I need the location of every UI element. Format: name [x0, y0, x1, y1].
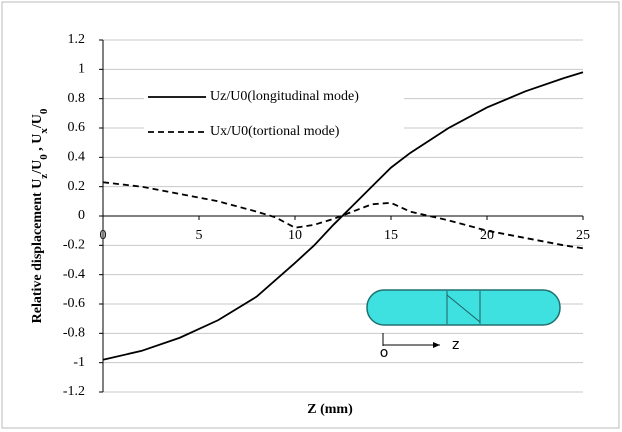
y-tick-label: 0.6	[68, 120, 86, 135]
y-tick-label: 0.8	[68, 91, 86, 106]
y-tick-label: 1.2	[68, 32, 86, 47]
x-axis-label: Z (mm)	[307, 402, 353, 417]
inset-axis-label: z	[452, 337, 459, 353]
y-tick-label: 0.2	[68, 179, 86, 194]
x-tick-label: 25	[576, 228, 590, 243]
x-tick-label: 0	[100, 228, 107, 243]
inset-capsule	[367, 290, 560, 325]
y-label-part: /U	[30, 114, 45, 129]
x-tick-label: 5	[196, 228, 203, 243]
legend-label: Uz/U0(longitudinal mode)	[210, 89, 359, 104]
y-tick-label: -0.2	[63, 238, 85, 253]
y-tick-label: 0	[78, 208, 85, 223]
legend-label: Ux/U0(tortional mode)	[210, 124, 340, 139]
chart: Z (mm) Relative displacement Uz/U0 , Ux/…	[0, 0, 622, 432]
chart-frame	[2, 2, 619, 428]
x-tick-label: 10	[288, 228, 302, 243]
y-tick-label: -0.4	[63, 267, 85, 282]
y-label-part: , U	[30, 134, 45, 155]
y-label-part: Relative displacement U	[30, 179, 45, 324]
y-label-part: 0	[38, 108, 50, 114]
y-tick-label: 0.4	[68, 150, 86, 165]
y-label-part: /U	[30, 160, 45, 175]
x-tick-label: 20	[480, 228, 494, 243]
y-tick-label: 1	[78, 62, 85, 77]
inset-origin-label: o	[380, 345, 389, 361]
y-tick-label: -1.2	[63, 384, 85, 399]
x-tick-label: 15	[384, 228, 398, 243]
y-tick-label: -1	[73, 355, 85, 370]
y-tick-label: -0.6	[63, 296, 85, 311]
y-tick-label: -0.8	[63, 326, 85, 341]
